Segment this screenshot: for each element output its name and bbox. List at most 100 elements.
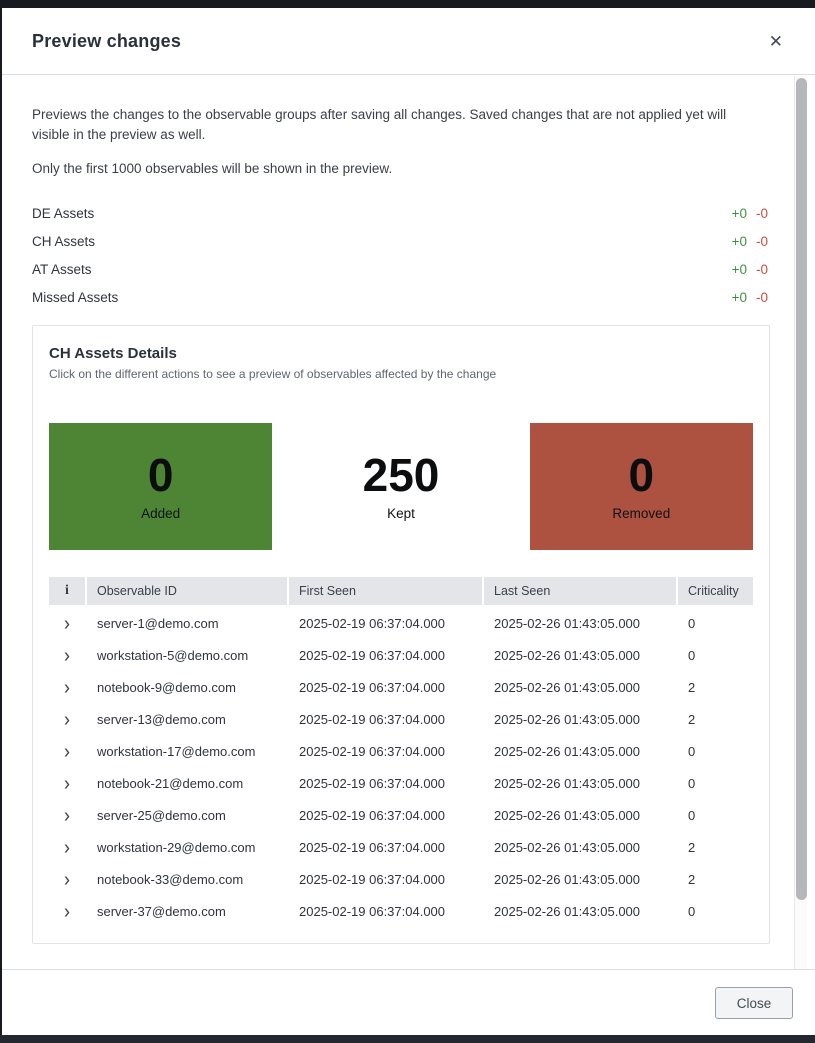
- expand-row-control[interactable]: ›: [49, 895, 85, 927]
- removed-count-badge: -0: [755, 205, 768, 221]
- cell-first-seen: 2025-02-19 06:37:04.000: [299, 711, 446, 727]
- stat-value: 0: [628, 449, 655, 501]
- cell-first-seen: 2025-02-19 06:37:04.000: [299, 615, 446, 631]
- close-button[interactable]: Close: [715, 987, 793, 1019]
- cell-criticality: 2: [688, 711, 696, 727]
- close-icon[interactable]: ✕: [765, 29, 787, 54]
- details-title: CH Assets Details: [49, 345, 177, 362]
- group-name: Missed Assets: [32, 289, 119, 305]
- cell-last-seen: 2025-02-26 01:43:05.000: [494, 743, 641, 759]
- expand-row-control[interactable]: ›: [49, 799, 85, 831]
- table-row: › notebook-33@demo.com 2025-02-19 06:37:…: [49, 863, 753, 895]
- cell-criticality: 0: [688, 647, 696, 663]
- cell-criticality: 2: [688, 679, 696, 695]
- chevron-right-icon: ›: [64, 835, 70, 859]
- added-count-badge: +0: [731, 205, 747, 221]
- observables-table: i Observable ID First Seen Last Seen Cri…: [49, 577, 753, 927]
- group-summary-list: DE Assets +0 -0 CH Assets +0 -0 AT Ass: [32, 199, 770, 311]
- column-header-first-seen: First Seen: [289, 577, 482, 605]
- cell-first-seen: 2025-02-19 06:37:04.000: [299, 807, 446, 823]
- removed-count-badge: -0: [755, 289, 768, 305]
- expand-row-control[interactable]: ›: [49, 671, 85, 703]
- info-icon: i: [49, 577, 85, 605]
- expand-row-control[interactable]: ›: [49, 831, 85, 863]
- cell-criticality: 2: [688, 871, 696, 887]
- dialog-footer: Close: [2, 969, 815, 1036]
- column-header-last-seen: Last Seen: [484, 577, 676, 605]
- group-change-badges: +0 -0: [732, 262, 768, 277]
- cell-observable-id: server-13@demo.com: [97, 711, 226, 727]
- group-row[interactable]: CH Assets +0 -0: [32, 227, 770, 255]
- stat-label: Added: [141, 506, 181, 521]
- expand-row-control[interactable]: ›: [49, 735, 85, 767]
- group-row[interactable]: AT Assets +0 -0: [32, 255, 770, 283]
- table-row: › notebook-21@demo.com 2025-02-19 06:37:…: [49, 767, 753, 799]
- cell-observable-id: notebook-9@demo.com: [97, 679, 236, 695]
- expand-row-control[interactable]: ›: [49, 607, 85, 639]
- table-row: › workstation-17@demo.com 2025-02-19 06:…: [49, 735, 753, 767]
- table-row: › server-25@demo.com 2025-02-19 06:37:04…: [49, 799, 753, 831]
- chevron-right-icon: ›: [64, 643, 70, 667]
- cell-observable-id: workstation-29@demo.com: [97, 839, 256, 855]
- action-stat-box[interactable]: 250 Kept: [289, 423, 513, 550]
- cell-last-seen: 2025-02-26 01:43:05.000: [494, 711, 641, 727]
- cell-first-seen: 2025-02-19 06:37:04.000: [299, 871, 446, 887]
- expand-row-control[interactable]: ›: [49, 639, 85, 671]
- chevron-right-icon: ›: [64, 707, 70, 731]
- preview-changes-dialog: Preview changes ✕ Previews the changes t…: [2, 8, 815, 1036]
- scrollbar-thumb[interactable]: [796, 78, 807, 900]
- cell-criticality: 0: [688, 615, 696, 631]
- cell-criticality: 0: [688, 903, 696, 919]
- group-row[interactable]: Missed Assets +0 -0: [32, 283, 770, 311]
- cell-observable-id: workstation-17@demo.com: [97, 743, 256, 759]
- cell-first-seen: 2025-02-19 06:37:04.000: [299, 647, 446, 663]
- expand-row-control[interactable]: ›: [49, 767, 85, 799]
- page-title: Preview changes: [32, 30, 182, 51]
- chevron-right-icon: ›: [64, 899, 70, 923]
- cell-criticality: 0: [688, 743, 696, 759]
- page-bottom-edge: [0, 1035, 815, 1043]
- group-change-badges: +0 -0: [732, 206, 768, 221]
- column-header-criticality: Criticality: [678, 577, 753, 605]
- expand-row-control[interactable]: ›: [49, 863, 85, 895]
- cell-last-seen: 2025-02-26 01:43:05.000: [494, 807, 641, 823]
- group-name: CH Assets: [32, 233, 96, 249]
- vertical-scrollbar[interactable]: [794, 76, 807, 969]
- table-row: › notebook-9@demo.com 2025-02-19 06:37:0…: [49, 671, 753, 703]
- cell-observable-id: notebook-33@demo.com: [97, 871, 244, 887]
- action-stat-box[interactable]: 0 Added: [49, 423, 273, 550]
- cell-last-seen: 2025-02-26 01:43:05.000: [494, 615, 641, 631]
- action-stat-box[interactable]: 0 Removed: [529, 423, 753, 550]
- description-limit-text: Only the first 1000 observables will be …: [32, 161, 393, 176]
- stat-label: Removed: [612, 506, 671, 521]
- action-stats: 0 Added 250 Kept 0 Removed: [49, 423, 753, 550]
- chevron-right-icon: ›: [64, 611, 70, 635]
- dialog-body: Previews the changes to the observable g…: [2, 75, 815, 969]
- cell-observable-id: server-37@demo.com: [97, 903, 226, 919]
- cell-observable-id: server-25@demo.com: [97, 807, 226, 823]
- cell-first-seen: 2025-02-19 06:37:04.000: [299, 743, 446, 759]
- cell-last-seen: 2025-02-26 01:43:05.000: [494, 775, 641, 791]
- cell-criticality: 0: [688, 775, 696, 791]
- dialog-header: Preview changes ✕: [2, 8, 815, 75]
- table-row: › server-37@demo.com 2025-02-19 06:37:04…: [49, 895, 753, 927]
- added-count-badge: +0: [731, 289, 747, 305]
- stat-value: 0: [147, 449, 174, 501]
- description-text: Previews the changes to the observable g…: [32, 107, 727, 142]
- removed-count-badge: -0: [755, 233, 768, 249]
- group-name: AT Assets: [32, 261, 92, 277]
- chevron-right-icon: ›: [64, 739, 70, 763]
- group-row[interactable]: DE Assets +0 -0: [32, 199, 770, 227]
- chevron-right-icon: ›: [64, 675, 70, 699]
- added-count-badge: +0: [731, 261, 747, 277]
- cell-last-seen: 2025-02-26 01:43:05.000: [494, 839, 641, 855]
- cell-criticality: 0: [688, 807, 696, 823]
- cell-first-seen: 2025-02-19 06:37:04.000: [299, 839, 446, 855]
- stat-label: Kept: [387, 506, 415, 521]
- details-subtitle: Click on the different actions to see a …: [49, 367, 497, 381]
- group-name: DE Assets: [32, 205, 95, 221]
- cell-observable-id: notebook-21@demo.com: [97, 775, 244, 791]
- removed-count-badge: -0: [755, 261, 768, 277]
- expand-row-control[interactable]: ›: [49, 703, 85, 735]
